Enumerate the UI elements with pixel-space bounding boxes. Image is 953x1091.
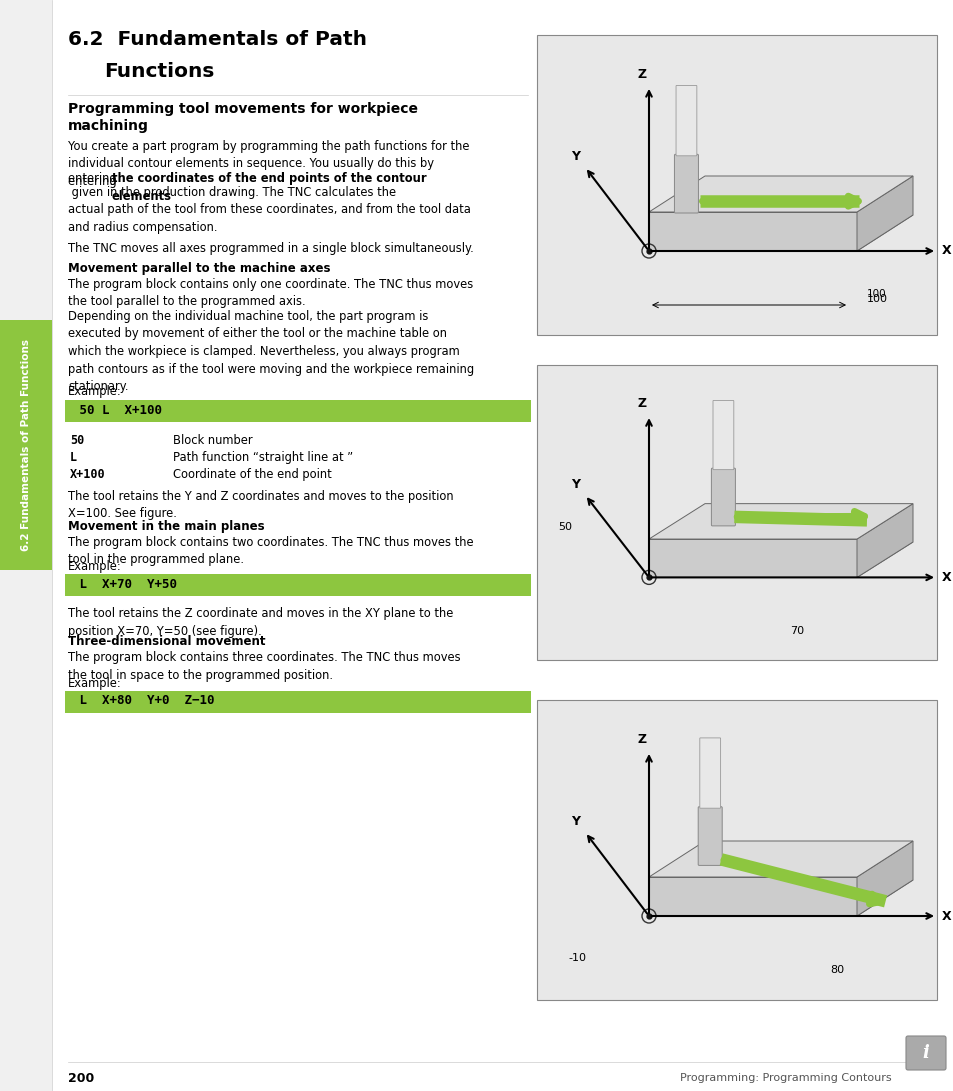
- FancyBboxPatch shape: [712, 400, 733, 469]
- Text: entering: entering: [68, 172, 120, 185]
- Text: Z: Z: [638, 397, 646, 410]
- Polygon shape: [648, 841, 912, 877]
- Polygon shape: [856, 841, 912, 916]
- Text: X: X: [941, 571, 951, 584]
- Text: Depending on the individual machine tool, the part program is
executed by moveme: Depending on the individual machine tool…: [68, 310, 474, 393]
- Bar: [65, 691, 531, 714]
- Text: The program block contains three coordinates. The TNC thus moves
the tool in spa: The program block contains three coordin…: [68, 651, 460, 682]
- FancyBboxPatch shape: [698, 806, 721, 865]
- Text: L: L: [70, 451, 77, 464]
- Text: Functions: Functions: [104, 62, 214, 81]
- Text: Three-dimensional movement: Three-dimensional movement: [68, 635, 265, 648]
- Text: X+100: X+100: [70, 468, 106, 481]
- Text: You create a part program by programming the path functions for the
individual c: You create a part program by programming…: [68, 140, 469, 188]
- FancyBboxPatch shape: [676, 85, 696, 156]
- Bar: [65, 400, 531, 422]
- Text: Movement in the main planes: Movement in the main planes: [68, 520, 264, 533]
- Polygon shape: [648, 215, 912, 251]
- Text: 50: 50: [558, 523, 572, 532]
- Polygon shape: [648, 212, 856, 251]
- Text: Example:: Example:: [68, 385, 122, 398]
- Text: The program block contains only one coordinate. The TNC thus moves
the tool para: The program block contains only one coor…: [68, 278, 473, 309]
- Text: 50: 50: [70, 434, 84, 447]
- Text: Y: Y: [571, 815, 579, 828]
- Text: Z: Z: [638, 733, 646, 746]
- Text: 6.2 Fundamentals of Path Functions: 6.2 Fundamentals of Path Functions: [21, 339, 30, 551]
- Text: 200: 200: [68, 1071, 94, 1084]
- Text: Programming: Programming Contours: Programming: Programming Contours: [679, 1074, 891, 1083]
- Text: The tool retains the Y and Z coordinates and moves to the position
X=100. See fi: The tool retains the Y and Z coordinates…: [68, 490, 453, 520]
- Bar: [537, 700, 936, 1000]
- Text: Coordinate of the end point: Coordinate of the end point: [172, 468, 332, 481]
- Text: 80: 80: [829, 966, 843, 975]
- Bar: [0, 320, 52, 570]
- FancyBboxPatch shape: [905, 1036, 945, 1070]
- FancyBboxPatch shape: [711, 468, 735, 526]
- Text: X: X: [941, 244, 951, 257]
- Text: 50 L  X+100: 50 L X+100: [71, 404, 162, 417]
- Text: The TNC moves all axes programmed in a single block simultaneously.: The TNC moves all axes programmed in a s…: [68, 242, 474, 255]
- Text: 70: 70: [789, 625, 803, 635]
- Text: Movement parallel to the machine axes: Movement parallel to the machine axes: [68, 262, 330, 275]
- Polygon shape: [648, 176, 912, 212]
- Text: given in the production drawing. The TNC calculates the
actual path of the tool : given in the production drawing. The TNC…: [68, 185, 471, 233]
- Text: Path function “straight line at ”: Path function “straight line at ”: [172, 451, 353, 464]
- Text: The program block contains two coordinates. The TNC thus moves the
tool in the p: The program block contains two coordinat…: [68, 536, 473, 566]
- Text: L  X+70  Y+50: L X+70 Y+50: [71, 577, 177, 590]
- Polygon shape: [648, 504, 912, 539]
- Text: Y: Y: [571, 478, 579, 491]
- Text: 6.2  Fundamentals of Path: 6.2 Fundamentals of Path: [68, 29, 367, 49]
- Text: Block number: Block number: [172, 434, 253, 447]
- Bar: [65, 574, 531, 596]
- Bar: [537, 35, 936, 335]
- FancyBboxPatch shape: [700, 738, 720, 808]
- Text: L  X+80  Y+0  Z−10: L X+80 Y+0 Z−10: [71, 695, 214, 707]
- Bar: [537, 365, 936, 660]
- Text: Programming tool movements for workpiece
machining: Programming tool movements for workpiece…: [68, 101, 417, 133]
- Text: X: X: [941, 910, 951, 923]
- Polygon shape: [648, 880, 912, 916]
- FancyBboxPatch shape: [674, 154, 698, 213]
- Polygon shape: [856, 504, 912, 577]
- Text: i: i: [922, 1044, 928, 1062]
- Text: Example:: Example:: [68, 560, 122, 573]
- Text: The tool retains the Z coordinate and moves in the XY plane to the
position X=70: The tool retains the Z coordinate and mo…: [68, 607, 453, 637]
- Text: Z: Z: [638, 68, 646, 81]
- Text: -10: -10: [567, 954, 585, 963]
- Polygon shape: [648, 539, 856, 577]
- Polygon shape: [856, 176, 912, 251]
- Bar: [0, 0, 52, 1091]
- Text: the coordinates of the end points of the contour
elements: the coordinates of the end points of the…: [112, 172, 426, 203]
- Text: Example:: Example:: [68, 678, 122, 690]
- Text: 100: 100: [865, 293, 886, 304]
- Text: Y: Y: [571, 149, 579, 163]
- Polygon shape: [648, 542, 912, 577]
- Polygon shape: [648, 877, 856, 916]
- Text: 100: 100: [866, 289, 886, 299]
